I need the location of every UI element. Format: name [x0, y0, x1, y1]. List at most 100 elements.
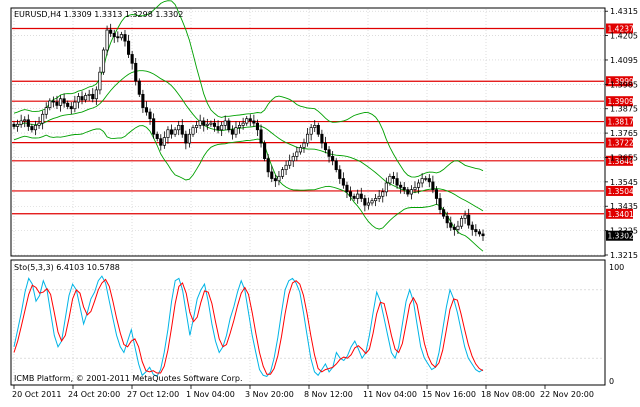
candle-bear: [334, 160, 338, 171]
stoch-signal-line: [13, 278, 484, 375]
candle-bull: [76, 96, 80, 103]
level-price-label: 1.3999: [608, 77, 634, 86]
time-tick-label: 8 Nov 12:00: [304, 390, 353, 399]
candle-bull: [105, 29, 109, 51]
time-tick-label: 3 Nov 20:00: [245, 390, 294, 399]
candle-bull: [98, 71, 102, 91]
candle-bear: [359, 193, 363, 199]
candle-bear: [123, 34, 127, 42]
candle-bull: [413, 187, 417, 190]
candle-bear: [338, 169, 342, 179]
candle-bear: [442, 209, 446, 217]
candle-bull: [195, 125, 199, 128]
price-panel[interactable]: [10, 7, 606, 257]
candle-bull: [237, 125, 242, 128]
candle-bear: [184, 133, 188, 144]
time-tick-label: 22 Nov 20:00: [540, 390, 594, 399]
candle-bear: [481, 233, 485, 237]
stoch-main-line: [13, 275, 484, 378]
candle-bear: [202, 120, 206, 126]
candle-bull: [291, 156, 295, 162]
level-price-tag: [606, 155, 633, 166]
stochastic-lines: [12, 275, 604, 378]
candle-bear: [180, 125, 184, 135]
level-price-tag: [606, 76, 633, 87]
candle-bull: [58, 98, 63, 106]
candlesticks: [12, 23, 485, 242]
level-price-label: 1.3504: [608, 187, 634, 196]
candle-bear: [477, 231, 481, 235]
candle-bull: [384, 182, 388, 193]
candle-bull: [198, 120, 202, 126]
candle-bull: [295, 151, 299, 157]
candle-bear: [348, 191, 353, 197]
candle-bear: [169, 129, 174, 135]
current-price-label: 1.3302: [608, 232, 634, 241]
candle-bull: [84, 95, 88, 101]
candle-bull: [177, 125, 181, 131]
candle-bull: [73, 101, 77, 110]
candle-bear: [109, 29, 113, 34]
candle-bear: [327, 149, 331, 157]
candle-bear: [427, 178, 431, 183]
level-price-tag: [606, 137, 633, 148]
candle-bear: [69, 106, 73, 110]
stochastic-panel[interactable]: [10, 259, 606, 386]
candle-bear: [273, 178, 277, 182]
candle-bear: [391, 175, 396, 179]
candle-bull: [381, 191, 385, 197]
bollinger-middle: [13, 70, 484, 212]
candle-bull: [220, 125, 224, 131]
candle-bear: [66, 102, 70, 107]
candle-bull: [280, 169, 285, 177]
candle-bear: [363, 198, 367, 206]
time-tick-label: 11 Nov 04:00: [363, 390, 417, 399]
candle-bear: [212, 122, 217, 127]
candle-bear: [216, 126, 220, 131]
price-tick-label: 1.3875: [610, 105, 638, 114]
candle-bear: [26, 119, 30, 127]
candle-bull: [16, 123, 20, 127]
level-price-label: 1.3640: [608, 157, 634, 166]
candle-bull: [277, 175, 281, 182]
candle-bull: [356, 193, 360, 199]
candle-bull: [33, 125, 38, 131]
candle-bull: [94, 89, 98, 100]
copyright-text: ICMB Platform, © 2001-2011 MetaQuotes So…: [14, 374, 243, 383]
level-price-label: 1.3401: [608, 210, 634, 219]
level-price-tag: [606, 185, 633, 196]
candle-bear: [352, 195, 356, 199]
candle-bear: [402, 187, 406, 190]
candle-bear: [263, 142, 267, 159]
candle-bear: [259, 129, 263, 144]
candle-bear: [227, 120, 231, 131]
price-tick-label: 1.4315: [610, 7, 638, 16]
time-tick-label: 18 Nov 08:00: [481, 390, 535, 399]
level-price-tag: [606, 96, 633, 107]
candle-bear: [431, 181, 435, 190]
candle-bull: [463, 214, 467, 219]
candle-bull: [388, 175, 392, 184]
candle-bull: [370, 200, 374, 204]
candle-bull: [87, 93, 91, 96]
candle-bear: [341, 178, 345, 186]
candle-bear: [148, 111, 152, 120]
candle-bull: [306, 133, 310, 144]
candle-bear: [255, 122, 260, 131]
candle-bear: [270, 171, 274, 179]
candle-bull: [374, 198, 378, 202]
bollinger-upper: [13, 0, 484, 178]
stoch-axis-100: 100: [609, 263, 624, 272]
candle-bear: [323, 142, 328, 151]
stoch-axis-0: 0: [609, 377, 614, 386]
time-tick-label: 20 Oct 2011: [12, 390, 61, 399]
price-tick-label: 1.3655: [610, 153, 638, 162]
indicator-header: Sto(5,3,3) 6.4103 10.5788: [14, 263, 120, 272]
level-price-label: 1.3817: [608, 118, 634, 127]
symbol-header: EURUSD,H4 1.3309 1.3313 1.3298 1.3302: [14, 10, 183, 19]
candle-bull: [284, 164, 288, 171]
time-tick-label: 1 Nov 04:00: [186, 390, 235, 399]
candle-bull: [205, 123, 209, 126]
candle-bull: [19, 120, 23, 125]
